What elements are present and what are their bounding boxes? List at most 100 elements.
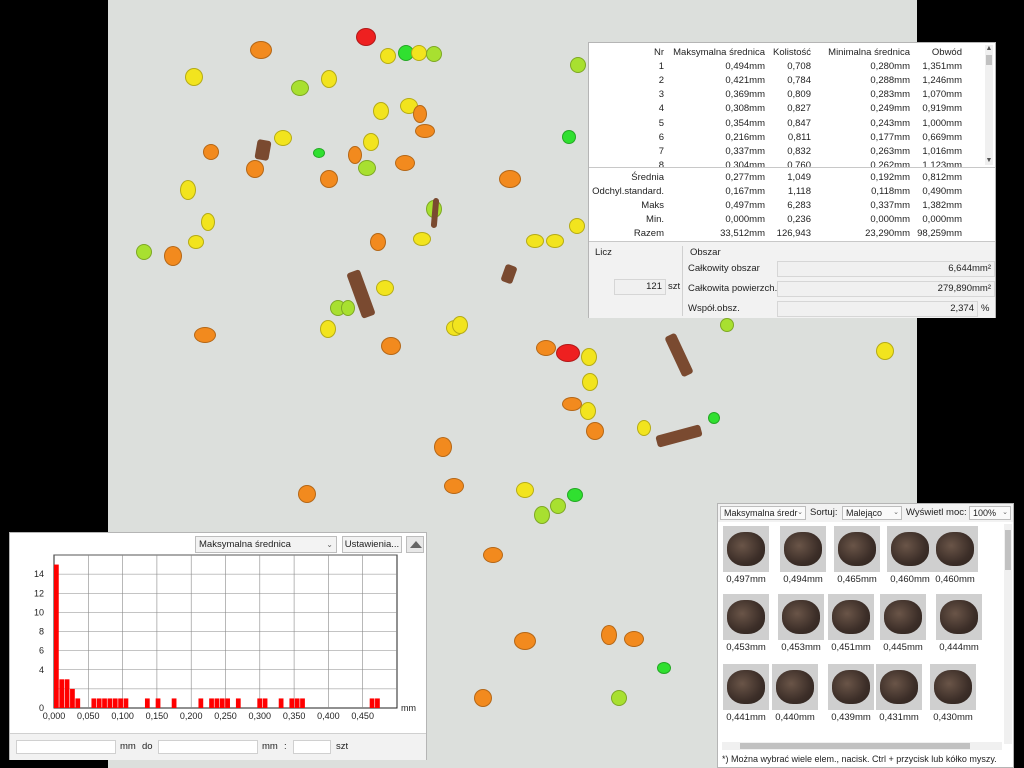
zoom-value: 100% bbox=[973, 508, 997, 518]
x-axis-unit: mm bbox=[401, 703, 416, 713]
summary-label: Min. bbox=[646, 214, 664, 226]
gallery-thumbnail[interactable]: 0,465mm bbox=[834, 526, 880, 585]
gallery-thumbnail[interactable]: 0,453mm bbox=[778, 594, 824, 653]
table-cell: 0,288mm bbox=[870, 74, 910, 86]
seed-particle bbox=[203, 144, 219, 160]
area-ratio-label: Współ.obsz. bbox=[688, 303, 740, 314]
summary-label: Maks bbox=[641, 199, 664, 211]
range-from-input[interactable] bbox=[16, 740, 116, 754]
range-from-unit: mm bbox=[120, 741, 136, 752]
histogram-chart[interactable]: 0 4 6 8 10 12 14 0,000 0,050 0,100 0,150 0,200 0,250… bbox=[10, 533, 426, 733]
collapse-button[interactable] bbox=[406, 536, 424, 553]
col-header-circularity[interactable]: Kolistość bbox=[772, 46, 811, 58]
total-surface-label: Całkowita powierzch. bbox=[688, 283, 778, 294]
table-row[interactable]: 3 0,369mm 0,809 0,283mm 1,070mm bbox=[589, 88, 965, 102]
gallery-thumbnail[interactable]: 0,453mm bbox=[723, 594, 769, 653]
col-header-perimeter[interactable]: Obwód bbox=[931, 46, 962, 58]
y-tick-label: 14 bbox=[34, 569, 44, 579]
thumbnail-value: 0,444mm bbox=[939, 642, 979, 653]
table-cell: 0,919mm bbox=[922, 103, 962, 115]
thumbnail-value: 0,460mm bbox=[890, 574, 930, 585]
gallery-thumbnail[interactable]: 0,441mm bbox=[723, 664, 769, 723]
seed-particle bbox=[413, 232, 431, 246]
area-label: Obszar bbox=[690, 247, 721, 258]
range-to-input[interactable] bbox=[158, 740, 258, 754]
gallery-thumbnail[interactable]: 0,440mm bbox=[772, 664, 818, 723]
table-row[interactable]: 7 0,337mm 0,832 0,263mm 1,016mm bbox=[589, 144, 965, 158]
seed-particle bbox=[188, 235, 204, 249]
table-cell: 1,000mm bbox=[922, 117, 962, 129]
divider bbox=[682, 246, 683, 316]
table-row[interactable]: 5 0,354mm 0,847 0,243mm 1,000mm bbox=[589, 116, 965, 130]
seed-particle bbox=[370, 233, 386, 251]
histogram-settings-button[interactable]: Ustawienia... bbox=[342, 536, 402, 553]
total-surface-value: 279,890mm² bbox=[777, 281, 995, 297]
table-row[interactable]: 8 0,304mm 0,760 0,262mm 1,123mm bbox=[589, 159, 965, 167]
col-header-min-diameter[interactable]: Minimalna średnica bbox=[828, 46, 910, 58]
table-row[interactable]: 2 0,421mm 0,784 0,288mm 1,246mm bbox=[589, 73, 965, 87]
scroll-thumb[interactable] bbox=[740, 743, 970, 749]
gallery-horizontal-scrollbar[interactable] bbox=[722, 742, 1002, 750]
table-row[interactable]: 4 0,308mm 0,827 0,249mm 0,919mm bbox=[589, 102, 965, 116]
histogram-bar bbox=[123, 698, 129, 708]
scroll-thumb[interactable] bbox=[986, 55, 992, 65]
table-cell: 0,280mm bbox=[870, 60, 910, 72]
thumbnail-value: 0,451mm bbox=[831, 642, 871, 653]
gallery-vertical-scrollbar[interactable] bbox=[1004, 524, 1012, 744]
histogram-bar bbox=[235, 698, 241, 708]
table-cell: 6 bbox=[658, 131, 664, 143]
col-header-max-diameter[interactable]: Maksymalna średnica bbox=[673, 46, 765, 58]
zoom-select[interactable]: 100% ⌄ bbox=[969, 506, 1011, 520]
seed-particle bbox=[426, 46, 442, 62]
histogram-bar bbox=[300, 698, 305, 708]
table-header-row: Nr Maksymalna średnica Kolistość Minimal… bbox=[589, 45, 965, 59]
histogram-bar bbox=[369, 698, 375, 708]
gallery-thumbnail[interactable]: 0,494mm bbox=[780, 526, 826, 585]
chevron-down-icon: ⌄ bbox=[1002, 509, 1008, 516]
thumbnail-value: 0,441mm bbox=[726, 712, 766, 723]
range-separator: : bbox=[284, 741, 287, 752]
table-cell: 0,669mm bbox=[922, 131, 962, 143]
table-row[interactable]: 6 0,216mm 0,811 0,177mm 0,669mm bbox=[589, 130, 965, 144]
scroll-thumb[interactable] bbox=[1005, 530, 1011, 570]
seed-particle bbox=[298, 485, 316, 503]
measurement-table[interactable]: Nr Maksymalna średnica Kolistość Minimal… bbox=[589, 45, 984, 167]
table-cell: 0,832 bbox=[787, 145, 811, 157]
gallery-thumbnail[interactable]: 0,430mm bbox=[930, 664, 976, 723]
gallery-thumbnail[interactable]: 0,444mm bbox=[936, 594, 982, 653]
seed-particle bbox=[876, 342, 894, 360]
histogram-parameter-select[interactable]: Maksymalna średnica ⌄ bbox=[195, 536, 337, 553]
scroll-up-icon[interactable]: ▲ bbox=[985, 45, 993, 52]
gallery-thumbnail[interactable]: 0,460mm bbox=[887, 526, 933, 585]
seed-particle bbox=[415, 124, 435, 138]
gallery-thumbnail[interactable]: 0,431mm bbox=[876, 664, 922, 723]
thumbnail-value: 0,430mm bbox=[933, 712, 973, 723]
statistics-panel: Nr Maksymalna średnica Kolistość Minimal… bbox=[588, 42, 996, 318]
gallery-thumbnail[interactable]: 0,497mm bbox=[723, 526, 769, 585]
table-scrollbar[interactable]: ▲ ▼ bbox=[985, 45, 993, 165]
seed-image bbox=[884, 600, 922, 634]
table-row[interactable]: 1 0,494mm 0,708 0,280mm 1,351mm bbox=[589, 59, 965, 73]
histogram-panel: Maksymalna średnica ⌄ Ustawienia... 0 4 6 8… bbox=[9, 532, 427, 760]
histogram-bar bbox=[214, 698, 220, 708]
gallery-thumbnail[interactable]: 0,439mm bbox=[828, 664, 874, 723]
gallery-thumbnail[interactable]: 0,451mm bbox=[828, 594, 874, 653]
gallery-parameter-select[interactable]: Maksymalna średr ⌄ bbox=[720, 506, 806, 520]
col-header-nr[interactable]: Nr bbox=[653, 46, 664, 58]
gallery-thumbnail[interactable]: 0,460mm bbox=[932, 526, 978, 585]
scroll-down-icon[interactable]: ▼ bbox=[985, 157, 993, 164]
seed-thumbnail-image bbox=[936, 594, 982, 640]
seed-particle bbox=[569, 218, 585, 234]
seed-particle bbox=[180, 180, 196, 200]
table-cell: 0,708 bbox=[787, 60, 811, 72]
seed-particle bbox=[546, 234, 564, 248]
sort-select[interactable]: Malejąco ⌄ bbox=[842, 506, 902, 520]
summary-cell: 23,290mm bbox=[865, 228, 910, 240]
gallery-thumbnail[interactable]: 0,445mm bbox=[880, 594, 926, 653]
seed-thumbnail-image bbox=[772, 664, 818, 710]
seed-particle bbox=[580, 402, 596, 420]
histogram-bar bbox=[54, 564, 59, 708]
y-tick-label: 0 bbox=[39, 703, 44, 713]
table-cell: 0,262mm bbox=[870, 160, 910, 167]
table-cell: 1,016mm bbox=[922, 145, 962, 157]
